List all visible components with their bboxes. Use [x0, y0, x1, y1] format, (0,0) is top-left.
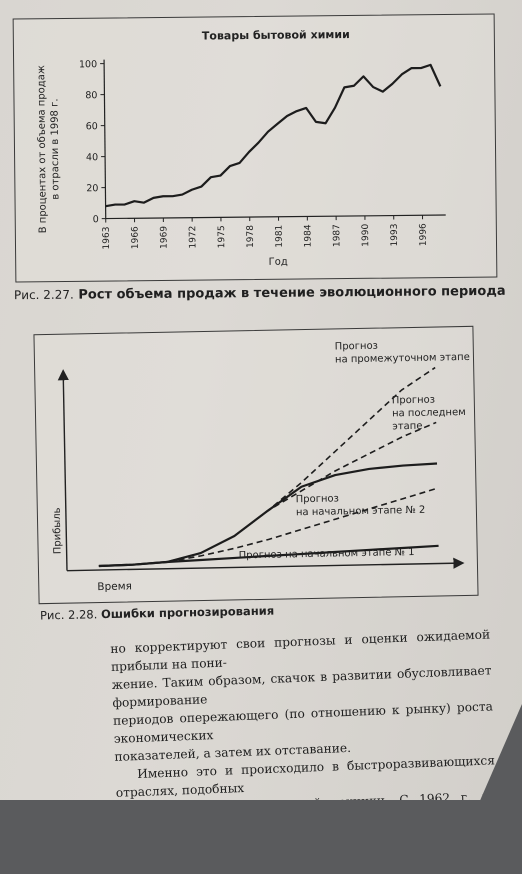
chart1-x-tick-label: 1963	[102, 227, 112, 250]
label-mid-line1: Прогноз	[335, 341, 378, 353]
chart1-title: Товары бытовой химии	[202, 28, 350, 43]
sales-growth-chart: Товары бытовой химии В процентах от объе…	[14, 14, 497, 281]
label-last-line2: на последнем	[392, 407, 466, 419]
chart1-x-tick-label: 1996	[419, 223, 429, 246]
chart2-y-axis	[63, 375, 67, 571]
body-line: ходы акционеров и отношение цены акций к…	[118, 823, 499, 874]
chart1-x-tick-label: 1993	[390, 223, 400, 246]
label-mid-line2: на промежуточном этапе	[335, 352, 470, 366]
figure-2-27-caption: Рис. 2.27. Рост объема продаж в течение …	[14, 284, 506, 303]
chart1-x-tick-label: 1984	[303, 224, 313, 247]
chart1-x-tick-label: 1981	[275, 225, 285, 248]
figure-2-28-title: Ошибки прогнозирования	[101, 604, 274, 622]
forecast-last-stage-line	[96, 422, 439, 566]
chart1-ylabel-line2: в отрасли в 1998 г.	[49, 98, 61, 199]
figure-2-27-number: Рис. 2.27.	[14, 288, 74, 303]
figure-2-27-title: Рост объема продаж в течение эволюционно…	[78, 284, 505, 303]
chart1-xlabel: Год	[269, 257, 288, 268]
forecast-errors-chart: Прибыль Время Прогноз на промежуточном э…	[34, 327, 477, 603]
chart1-y-tick-label: 60	[86, 121, 98, 132]
label-init2-line1: Прогноз	[296, 493, 339, 505]
label-init1: Прогноз на начальном этапе № 1	[239, 547, 415, 561]
chart1-x-tick-label: 1978	[246, 225, 256, 248]
chart1-x-tick-label: 1966	[131, 226, 141, 249]
chart1-x-tick-label: 1969	[159, 226, 169, 249]
chart2-xlabel: Время	[97, 580, 132, 593]
figure-2-28-caption: Рис. 2.28. Ошибки прогнозирования	[40, 604, 274, 623]
chart1-sales-line	[104, 65, 441, 206]
chart1-y-tick-label: 20	[86, 183, 98, 194]
label-last-line3: этапе	[392, 421, 422, 433]
chart1-x-tick-label: 1990	[361, 224, 371, 247]
label-init2-line2: на начальном этапе № 2	[296, 505, 426, 518]
body-text: но корректируют свои прогнозы и оценки о…	[110, 625, 499, 873]
chart1-y-tick-label: 40	[86, 152, 98, 163]
figure-2-27-frame: Товары бытовой химии В процентах от объе…	[13, 13, 498, 282]
chart1-y-tick-label: 100	[79, 59, 97, 70]
chart1-x-tick-label: 1987	[332, 224, 342, 247]
book-page: Товары бытовой химии В процентах от объе…	[0, 0, 522, 800]
label-last-line1: Прогноз	[392, 395, 435, 407]
chart2-ylabel: Прибыль	[52, 507, 64, 554]
chart1-x-axis	[106, 215, 446, 219]
chart1-y-tick-label: 0	[93, 214, 99, 225]
chart1-x-tick-label: 1972	[188, 226, 198, 249]
chart1-ylabel-line1: В процентах от объема продаж	[36, 65, 49, 233]
chart1-y-axis	[104, 60, 106, 219]
figure-2-28-number: Рис. 2.28.	[40, 607, 98, 622]
chart1-y-tick-label: 80	[85, 90, 97, 101]
figure-2-28-frame: Прибыль Время Прогноз на промежуточном э…	[33, 326, 478, 604]
chart1-x-tick-label: 1975	[217, 225, 227, 248]
